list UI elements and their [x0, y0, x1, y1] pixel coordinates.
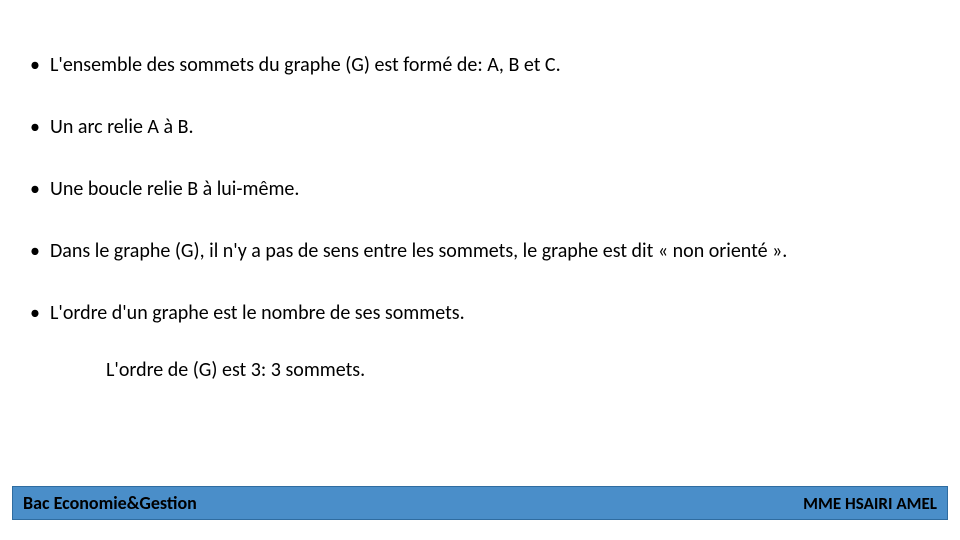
bullet-item: Dans le graphe (G), il n'y a pas de sens… — [30, 238, 930, 264]
bullet-item: L'ordre d'un graphe est le nombre de ses… — [30, 300, 930, 326]
bullet-item: Une boucle relie B à lui-même. — [30, 176, 930, 202]
footer-bar: Bac Economie&Gestion MME HSAIRI AMEL — [12, 486, 948, 520]
bullet-item: L'ensemble des sommets du graphe (G) est… — [30, 52, 930, 78]
indent-text: L'ordre de (G) est 3: 3 sommets. — [30, 358, 930, 382]
footer-right-text: MME HSAIRI AMEL — [803, 493, 937, 514]
bullet-item: Un arc relie A à B. — [30, 114, 930, 140]
footer-left-text: Bac Economie&Gestion — [23, 492, 197, 514]
slide-content: L'ensemble des sommets du graphe (G) est… — [0, 0, 960, 382]
bullet-list: L'ensemble des sommets du graphe (G) est… — [30, 52, 930, 326]
